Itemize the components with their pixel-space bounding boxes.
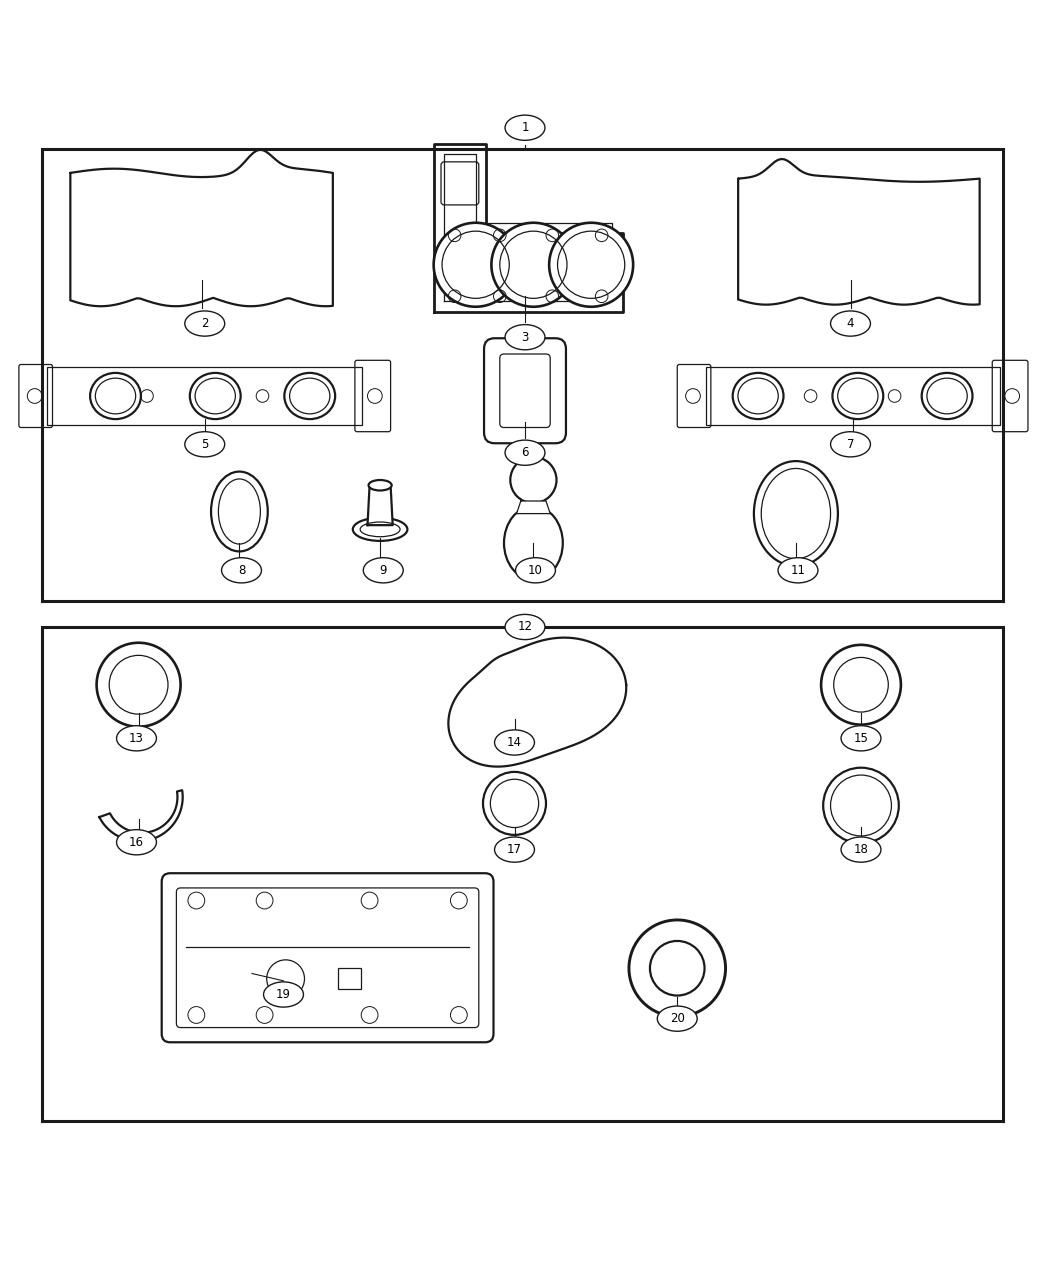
Ellipse shape — [222, 557, 261, 583]
Text: 9: 9 — [379, 564, 387, 576]
Circle shape — [491, 223, 575, 307]
FancyBboxPatch shape — [162, 873, 493, 1042]
Ellipse shape — [505, 325, 545, 349]
Ellipse shape — [495, 836, 534, 862]
Text: 1: 1 — [521, 121, 529, 134]
Circle shape — [821, 645, 901, 724]
Bar — [338, 968, 361, 989]
Ellipse shape — [833, 372, 883, 419]
Ellipse shape — [363, 557, 403, 583]
Text: 8: 8 — [237, 564, 246, 576]
Text: 15: 15 — [854, 732, 868, 745]
Circle shape — [650, 941, 705, 996]
Text: 10: 10 — [528, 564, 543, 576]
Bar — [42, 627, 1003, 1121]
Ellipse shape — [823, 768, 899, 843]
Ellipse shape — [516, 557, 555, 583]
Ellipse shape — [495, 729, 534, 755]
Text: 4: 4 — [846, 317, 855, 330]
Ellipse shape — [185, 432, 225, 456]
Text: 5: 5 — [201, 437, 209, 451]
Text: 18: 18 — [854, 843, 868, 856]
Text: 19: 19 — [276, 988, 291, 1001]
FancyBboxPatch shape — [484, 338, 566, 444]
Circle shape — [549, 223, 633, 307]
Text: 2: 2 — [201, 317, 209, 330]
Text: 13: 13 — [129, 732, 144, 745]
Text: 14: 14 — [507, 736, 522, 748]
Circle shape — [510, 456, 556, 504]
Ellipse shape — [841, 836, 881, 862]
Ellipse shape — [778, 557, 818, 583]
Ellipse shape — [505, 615, 545, 640]
Ellipse shape — [285, 372, 335, 419]
Ellipse shape — [657, 1006, 697, 1031]
Ellipse shape — [185, 311, 225, 337]
Circle shape — [434, 223, 518, 307]
Ellipse shape — [831, 432, 870, 456]
Text: 7: 7 — [846, 437, 855, 451]
Polygon shape — [368, 486, 393, 525]
Ellipse shape — [369, 479, 392, 491]
Ellipse shape — [190, 372, 240, 419]
Ellipse shape — [831, 311, 870, 337]
Text: 6: 6 — [521, 446, 529, 459]
Ellipse shape — [117, 830, 156, 854]
Ellipse shape — [211, 472, 268, 551]
Ellipse shape — [117, 725, 156, 751]
Ellipse shape — [505, 440, 545, 465]
Text: 12: 12 — [518, 621, 532, 634]
Text: 20: 20 — [670, 1012, 685, 1025]
Ellipse shape — [264, 982, 303, 1007]
Circle shape — [629, 921, 726, 1016]
Text: 17: 17 — [507, 843, 522, 856]
Ellipse shape — [754, 462, 838, 566]
Text: 16: 16 — [129, 835, 144, 849]
Ellipse shape — [90, 372, 141, 419]
Bar — [42, 149, 1003, 601]
Ellipse shape — [841, 725, 881, 751]
Text: 11: 11 — [791, 564, 805, 576]
Ellipse shape — [922, 372, 972, 419]
Polygon shape — [517, 501, 550, 514]
Polygon shape — [100, 790, 183, 842]
Ellipse shape — [505, 115, 545, 140]
Circle shape — [97, 643, 181, 727]
Ellipse shape — [483, 771, 546, 835]
Ellipse shape — [504, 506, 563, 580]
Ellipse shape — [733, 372, 783, 419]
Text: 3: 3 — [521, 330, 529, 344]
Ellipse shape — [353, 518, 407, 541]
